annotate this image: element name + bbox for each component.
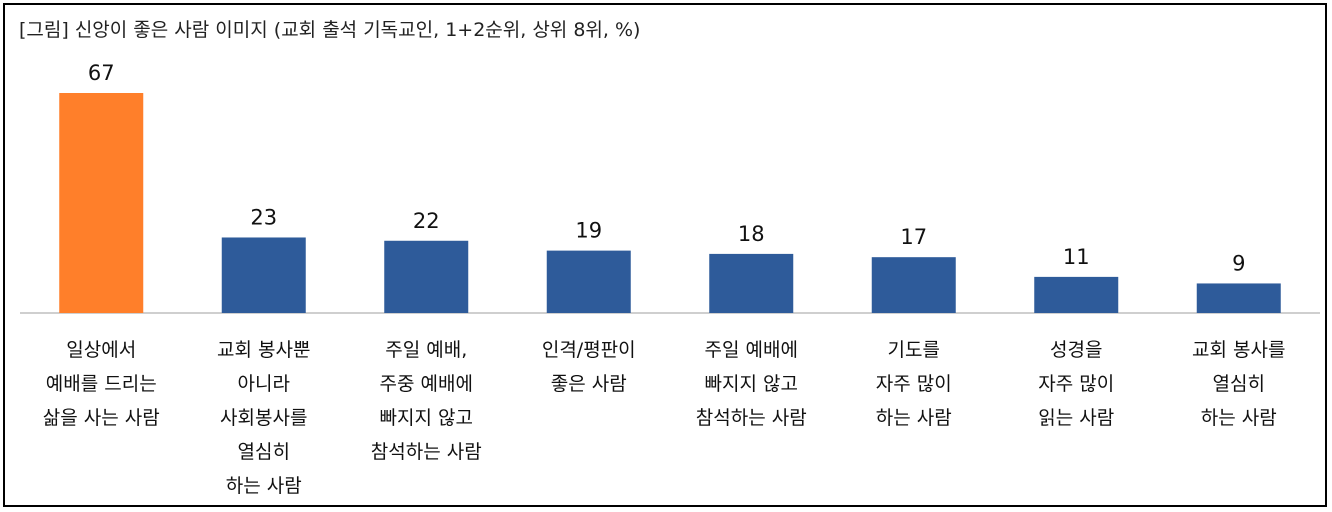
data-label: 23 <box>250 205 277 229</box>
data-label: 9 <box>1232 251 1245 275</box>
category-label: 참석하는 사람 <box>696 407 807 429</box>
category-label: 읽는 사람 <box>1038 407 1114 429</box>
category-label: 자주 많이 <box>1038 373 1114 395</box>
bar <box>221 237 306 313</box>
data-label: 11 <box>1063 245 1090 269</box>
bar <box>59 93 144 313</box>
bar <box>1034 276 1119 313</box>
category-label: 하는 사람 <box>876 407 952 429</box>
category-label: 열심히 <box>1213 373 1265 395</box>
category-label: 빠지지 않고 <box>705 373 798 395</box>
category-label: 인격/평판이 <box>542 339 636 361</box>
category-label: 하는 사람 <box>1201 407 1277 429</box>
category-label: 교회 봉사를 <box>1192 339 1285 361</box>
category-label: 기도를 <box>888 339 940 361</box>
bar <box>871 257 956 313</box>
category-label: 교회 봉사뿐 <box>217 339 310 361</box>
category-label: 주일 예배, <box>385 339 467 361</box>
data-label: 19 <box>575 219 602 243</box>
category-label: 열심히 <box>238 441 290 463</box>
category-label: 예배를 드리는 <box>46 373 157 395</box>
category-label: 빠지지 않고 <box>380 407 473 429</box>
bar <box>546 250 631 313</box>
data-label: 18 <box>738 222 765 246</box>
category-label: 참석하는 사람 <box>371 441 482 463</box>
chart-title: [그림] 신앙이 좋은 사람 이미지 (교회 출석 기독교인, 1+2순위, 상… <box>19 19 641 41</box>
bar <box>709 253 794 313</box>
category-label: 일상에서 <box>66 339 136 361</box>
category-label: 자주 많이 <box>876 373 952 395</box>
bar <box>384 240 469 313</box>
category-label: 주일 예배에 <box>705 339 798 361</box>
category-label: 사회봉사를 <box>220 407 307 429</box>
category-label: 성경을 <box>1050 339 1102 361</box>
category-label: 하는 사람 <box>226 475 302 497</box>
category-label: 주중 예배에 <box>380 373 473 395</box>
bar <box>1196 283 1281 313</box>
data-label: 67 <box>88 61 115 85</box>
category-label: 좋은 사람 <box>551 373 627 395</box>
category-label: 삶을 사는 사람 <box>43 407 160 429</box>
data-label: 22 <box>413 209 440 233</box>
data-label: 17 <box>900 225 927 249</box>
category-label: 아니라 <box>238 373 290 395</box>
